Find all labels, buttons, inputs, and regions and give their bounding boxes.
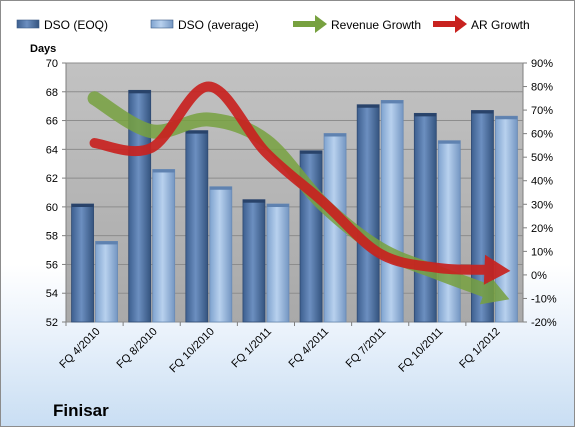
y-left-tick-label: 60: [46, 202, 58, 214]
y-right-tick-label: 60%: [531, 129, 553, 141]
x-tick-label: FQ 10/2011: [396, 326, 445, 375]
y-right-tick-label: 0%: [531, 270, 547, 282]
y-right-tick-label: 50%: [531, 152, 553, 164]
trend-arrows: [87, 81, 511, 305]
bar-dso-eoq: [413, 112, 437, 323]
y-left-tick-label: 64: [46, 144, 58, 156]
legend-item: Revenue Growth: [293, 15, 421, 33]
legend-label: DSO (average): [178, 18, 259, 32]
x-tick-label: FQ 4/2011: [287, 326, 332, 371]
y-left-tick-label: 52: [46, 317, 58, 329]
bar-dso-average: [380, 100, 404, 323]
legend-item: DSO (average): [150, 18, 259, 32]
y-left-tick-label: 62: [46, 173, 58, 185]
bar-dso-average: [437, 140, 461, 323]
bar-dso-average: [152, 169, 176, 323]
y-right-tick-label: 90%: [531, 58, 553, 70]
legend-label: AR Growth: [471, 18, 530, 32]
y-right-tick-label: 10%: [531, 246, 553, 258]
x-tick-label: FQ 8/2010: [115, 326, 160, 371]
legend-label: DSO (EOQ): [44, 18, 108, 32]
bar-dso-eoq: [242, 199, 266, 323]
x-tick-label: FQ 4/2010: [57, 326, 102, 371]
y-right-tick-label: 80%: [531, 82, 553, 94]
legend-label: Revenue Growth: [331, 18, 421, 32]
bar-dso-eoq: [71, 203, 94, 323]
legend-swatch: [16, 19, 40, 29]
y-left-tick-label: 54: [46, 288, 58, 300]
legend: DSO (EOQ) DSO (average) Revenue Growth AR G…: [16, 15, 530, 33]
y-left-tick-label: 58: [46, 231, 58, 243]
y-left-tick-label: 56: [46, 259, 58, 271]
y-left-tick-label: 70: [46, 58, 58, 70]
x-tick-label: FQ 10/2010: [167, 326, 217, 376]
bar-dso-eoq: [185, 130, 209, 323]
legend-swatch: [150, 19, 174, 29]
legend-item: AR Growth: [433, 15, 530, 33]
y-right-tick-label: -10%: [531, 293, 557, 305]
x-tick-label: FQ 1/2011: [229, 326, 274, 371]
company-name: Finisar: [53, 401, 109, 420]
x-tick-label: FQ 7/2011: [344, 326, 389, 371]
x-tick-label: FQ 1/2012: [457, 326, 502, 371]
y-right-tick-label: 20%: [531, 223, 553, 235]
ar-growth-arrow: [89, 81, 511, 285]
y-right-tick-label: 30%: [531, 199, 553, 211]
y-axis-title-left: Days: [30, 43, 56, 55]
legend-item: DSO (EOQ): [16, 18, 108, 32]
y-right-tick-label: -20%: [531, 317, 557, 329]
bar-dso-average: [209, 186, 233, 323]
y-left-tick-label: 66: [46, 116, 58, 128]
y-right-tick-label: 70%: [531, 105, 553, 117]
y-left-tick-label: 68: [46, 87, 58, 99]
bar-dso-eoq: [356, 104, 380, 323]
bar-dso-average: [323, 133, 347, 323]
bar-dso-average: [95, 241, 118, 323]
bar-dso-average: [266, 203, 290, 323]
y-right-tick-label: 40%: [531, 176, 553, 188]
